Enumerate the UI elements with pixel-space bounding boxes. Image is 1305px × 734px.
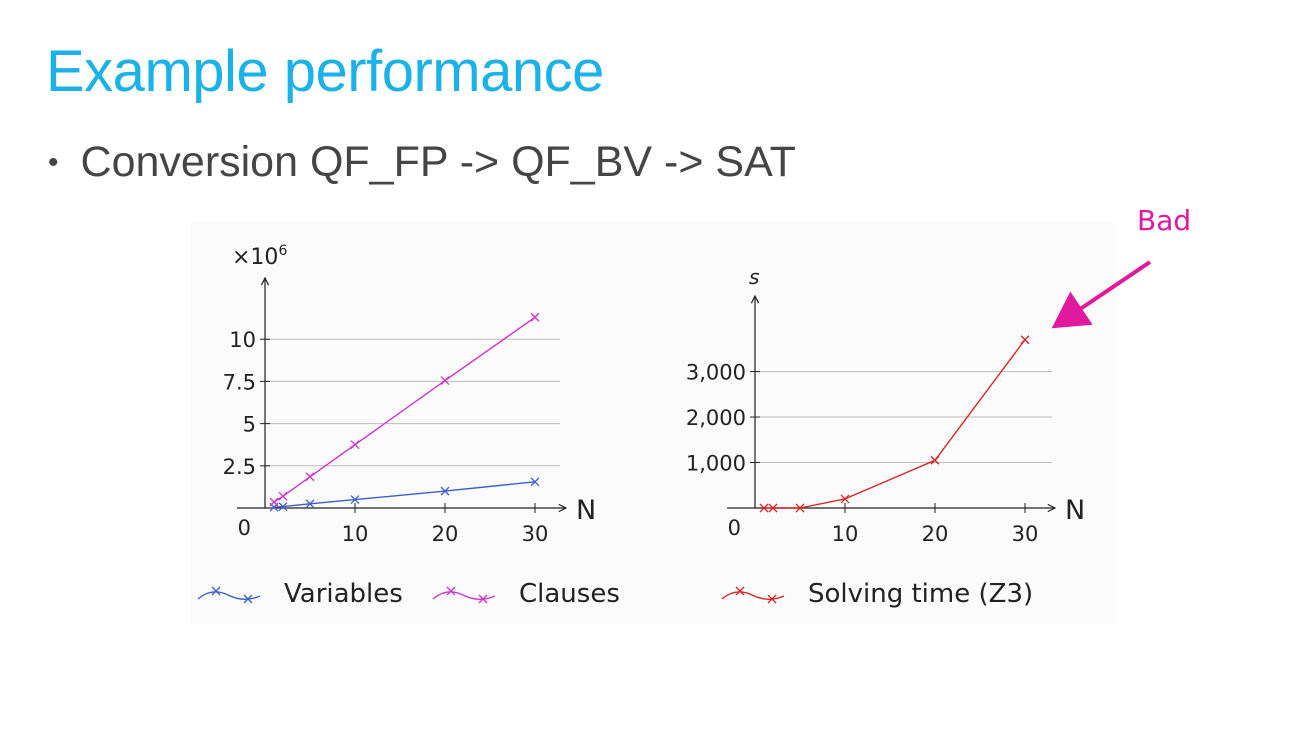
- c1-series-0-point-1-b: [768, 503, 778, 513]
- c1-legend-swatch-0: [721, 591, 785, 600]
- c0-xtick-label-0: 10: [342, 522, 369, 546]
- c1-ytick-label-2: 3,000: [686, 361, 746, 385]
- bullet-point: • Conversion QF_FP -> QF_BV -> SAT: [48, 138, 796, 187]
- c1-legend-marker-a-0: [735, 586, 745, 596]
- c1-ytick-label-1: 2,000: [686, 406, 746, 430]
- c0-series-0-point-5-b: [530, 477, 540, 487]
- bad-annotation: Bad: [1137, 204, 1192, 237]
- c1-series-0-point-0-b: [759, 503, 769, 513]
- c1-legend-label-0: Solving time (Z3): [808, 579, 1033, 609]
- c0-series-0-point-5: [530, 477, 540, 487]
- c0-xtick-label-2: 30: [522, 522, 549, 546]
- c0-legend-marker-a-0-b: [211, 586, 221, 596]
- c1-series-0-point-3: [840, 494, 850, 504]
- c0-series-0-point-2: [305, 499, 315, 509]
- c0-series-1-point-1-b: [278, 491, 288, 501]
- c0-series-1-point-0-b: [269, 497, 279, 507]
- c1-x-axis-label: N: [1065, 495, 1085, 526]
- c0-series-1-point-5: [530, 312, 540, 322]
- c1-legend-marker-b-0: [767, 594, 777, 604]
- c0-legend-marker-a-1: [446, 586, 456, 596]
- c1-legend-marker-b-0-b: [767, 594, 777, 604]
- c0-legend-label-0: Variables: [284, 579, 403, 609]
- c0-legend-marker-b-0: [243, 594, 253, 604]
- c0-series-1-point-2: [305, 472, 315, 482]
- c1-series-0-point-4-b: [930, 455, 940, 465]
- c1-series-0-point-2: [795, 503, 805, 513]
- c1-xtick-label-0: 10: [832, 522, 859, 546]
- c1-series-0-point-3-b: [840, 494, 850, 504]
- bad-arrow: [1051, 260, 1152, 329]
- c0-series-1-point-2-b: [305, 472, 315, 482]
- c0-xtick-label-1: 20: [432, 522, 459, 546]
- c0-ytick-label-0: 2.5: [223, 455, 256, 479]
- c0-series-0-point-4-b: [440, 486, 450, 496]
- c0-legend-marker-b-1: [478, 594, 488, 604]
- c1-xtick-label-1: 20: [922, 522, 949, 546]
- c1-series-0-point-1: [768, 503, 778, 513]
- c0-series-1-point-4: [440, 376, 450, 386]
- c1-legend-marker-a-0-b: [735, 586, 745, 596]
- c0-series-1-point-1: [278, 491, 288, 501]
- c0-series-0-point-3-b: [350, 495, 360, 505]
- c0-series-1-point-4-b: [440, 376, 450, 386]
- c0-ytick-label-2: 7.5: [223, 370, 256, 394]
- chart-right: 1,000 2,000 3,000 10 20 30 0 Ns Solving time (Z3…: [686, 265, 1085, 609]
- c0-series-0-point-1: [278, 502, 288, 512]
- c1-series-0-point-4: [930, 455, 940, 465]
- c0-legend-swatch-1: [432, 591, 496, 600]
- chart-left: 2.5 5 7.5 10 10 20 30 0 N ×106 Variables Clauses: [197, 243, 620, 609]
- c1-series-0-point-2-b: [795, 503, 805, 513]
- c0-series-0-point-4: [440, 486, 450, 496]
- c0-series-0-point-1-b: [278, 502, 288, 512]
- c1-series-0-point-0: [759, 503, 769, 513]
- c0-series-0-point-2-b: [305, 499, 315, 509]
- c0-series-1-point-0: [269, 497, 279, 507]
- c1-xtick-label-2: 30: [1012, 522, 1039, 546]
- c0-series-1-point-3: [350, 440, 360, 450]
- c0-ytick-label-3: 10: [229, 328, 256, 352]
- c0-y-multiplier: ×106: [232, 243, 287, 270]
- c0-ytick-label-1: 5: [243, 413, 256, 437]
- c1-y-axis-label: s: [749, 265, 759, 289]
- c0-origin-label: 0: [238, 516, 251, 540]
- c0-legend-marker-b-0-b: [243, 594, 253, 604]
- c0-legend-marker-a-1-b: [446, 586, 456, 596]
- c0-y-multiplier-exponent: 6: [278, 243, 287, 259]
- figure-panel: [190, 222, 1116, 624]
- c1-series-0-line: [764, 339, 1026, 509]
- bullet-text: Conversion QF_FP -> QF_BV -> SAT: [80, 138, 796, 186]
- c0-series-0-point-3: [350, 495, 360, 505]
- c0-x-axis-label: N: [576, 495, 596, 526]
- c0-legend-swatch-0: [197, 591, 261, 600]
- slide-title: Example performance: [46, 39, 604, 104]
- bullet-dot-icon: •: [48, 145, 59, 179]
- c0-series-1-point-5-b: [530, 312, 540, 322]
- c1-origin-label: 0: [728, 516, 741, 540]
- c1-series-0-point-5-b: [1020, 335, 1030, 345]
- c0-legend-marker-a-0: [211, 586, 221, 596]
- c0-series-1-point-3-b: [350, 440, 360, 450]
- c1-series-0-point-5: [1020, 335, 1030, 345]
- c0-series-0-line: [273, 481, 536, 508]
- c0-legend-marker-b-1-b: [478, 594, 488, 604]
- c0-legend-label-1: Clauses: [519, 579, 620, 609]
- c1-ytick-label-0: 1,000: [686, 452, 746, 476]
